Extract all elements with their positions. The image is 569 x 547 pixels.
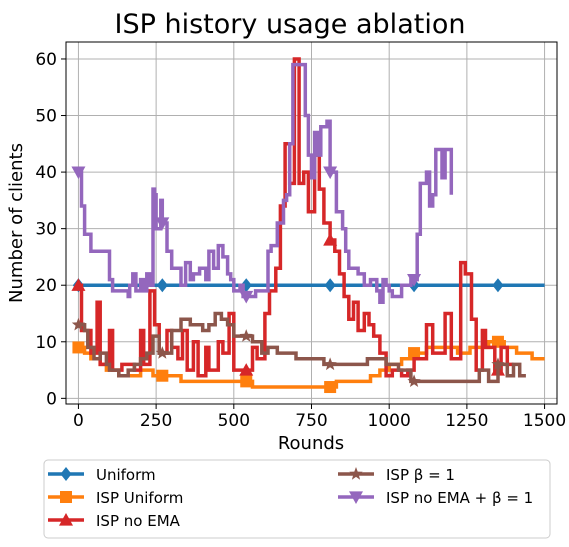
legend-frame	[43, 459, 551, 539]
legend-marker	[349, 491, 363, 504]
x-tick-label: 250	[140, 411, 172, 431]
series-line	[78, 57, 514, 378]
y-axis-label: Number of clients	[6, 143, 27, 303]
y-tick-label: 10	[35, 333, 57, 353]
data-point-marker	[240, 375, 253, 388]
y-tick-label: 20	[35, 276, 57, 296]
data-point-marker	[155, 346, 169, 359]
data-point-marker	[324, 278, 336, 293]
legend-label: ISP no EMA	[96, 512, 181, 530]
series-line	[78, 62, 454, 304]
data-point-marker	[407, 374, 421, 387]
series-3	[71, 311, 526, 387]
data-point-marker	[156, 278, 168, 293]
data-point-marker	[491, 335, 504, 348]
series-4	[71, 62, 454, 304]
legend-label: ISP no EMA + β = 1	[386, 489, 533, 507]
axis-ticks: 0 250 500 750 1000 1250 1500 0 10 20 30 40 50 60	[35, 50, 566, 431]
legend-marker	[59, 513, 73, 526]
series-line	[78, 340, 545, 389]
data-point-marker	[155, 217, 170, 230]
y-tick-label: 50	[35, 107, 57, 127]
grid	[66, 42, 557, 404]
data-point-marker	[323, 166, 338, 180]
data-point-marker	[71, 317, 86, 331]
data-point-marker	[72, 341, 85, 354]
legend-label: ISP Uniform	[96, 489, 183, 507]
legend-label: Uniform	[96, 466, 156, 484]
data-point-marker	[408, 347, 421, 360]
data-point-marker	[323, 232, 338, 246]
x-tick-label: 1250	[445, 411, 488, 431]
data-point-marker	[239, 363, 254, 376]
x-tick-label: 1000	[368, 411, 411, 431]
data-point-marker	[407, 273, 422, 287]
x-tick-label: 750	[295, 411, 327, 431]
series-line	[78, 311, 526, 384]
data-point-marker	[324, 381, 337, 394]
legend-marker	[349, 467, 363, 480]
legend-label: ISP β = 1	[386, 466, 455, 484]
legend-item: ISP no EMA	[48, 512, 181, 530]
legend-item: ISP β = 1	[338, 466, 455, 484]
legend-marker	[60, 491, 72, 503]
plot-series	[71, 57, 545, 394]
x-axis-label: Rounds	[278, 433, 344, 454]
series-1	[72, 335, 545, 394]
legend-item: ISP no EMA + β = 1	[338, 489, 533, 507]
data-point-marker	[491, 357, 505, 371]
x-tick-label: 0	[73, 411, 84, 431]
y-tick-label: 60	[35, 50, 57, 70]
x-tick-label: 500	[218, 411, 250, 431]
data-point-marker	[71, 166, 86, 180]
data-point-marker	[492, 278, 504, 293]
data-point-marker	[323, 357, 337, 371]
y-tick-label: 30	[35, 220, 57, 240]
legend: Uniform ISP Uniform ISP no EMA ISP β = 1 ISP…	[43, 459, 551, 539]
legend-item: ISP Uniform	[48, 489, 183, 507]
data-point-marker	[239, 290, 254, 304]
data-point-marker	[239, 329, 253, 342]
chart-title: ISP history usage ablation	[115, 9, 466, 40]
x-tick-label: 1500	[523, 411, 566, 431]
legend-item: Uniform	[48, 466, 156, 484]
legend-marker	[60, 467, 72, 481]
y-tick-label: 0	[46, 389, 57, 409]
data-point-marker	[71, 278, 86, 291]
data-point-marker	[156, 369, 169, 382]
y-tick-label: 40	[35, 163, 57, 183]
